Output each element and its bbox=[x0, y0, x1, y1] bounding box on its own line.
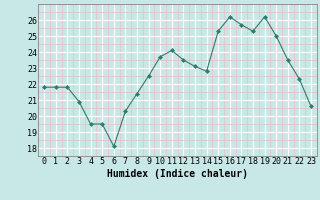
X-axis label: Humidex (Indice chaleur): Humidex (Indice chaleur) bbox=[107, 169, 248, 179]
